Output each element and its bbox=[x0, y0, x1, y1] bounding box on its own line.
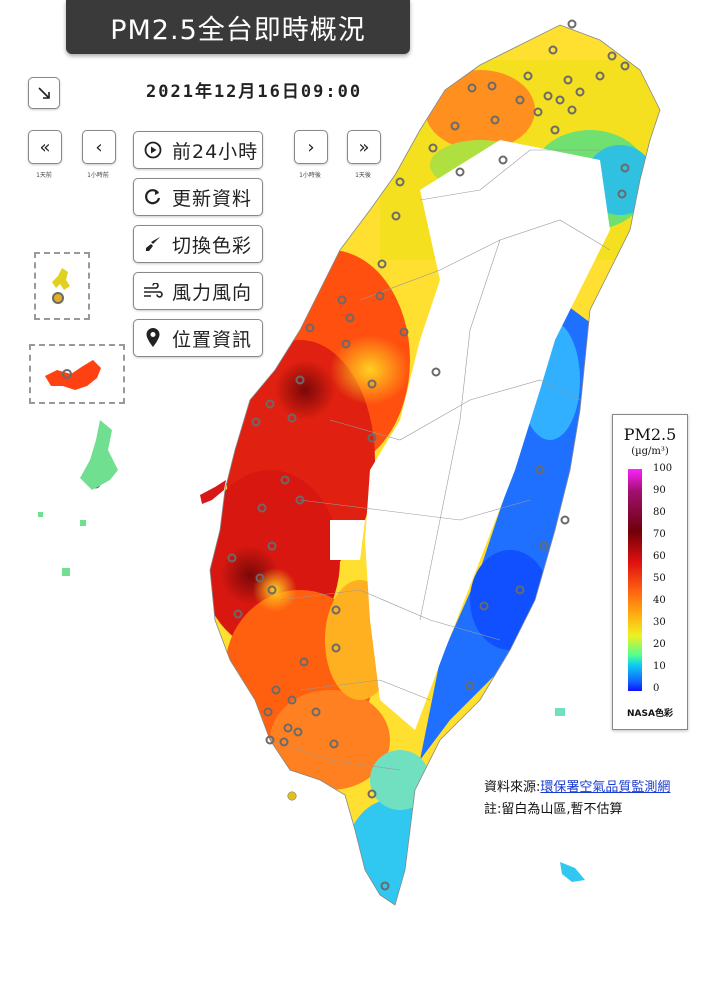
footnote: 註:留白為山區,暫不估算 bbox=[484, 802, 623, 817]
refresh-data-button[interactable]: 更新資料 bbox=[133, 178, 263, 216]
location-pin-icon bbox=[134, 328, 172, 348]
legend-tick: 90 bbox=[653, 485, 666, 496]
location-label: 位置資訊 bbox=[172, 328, 253, 351]
collapse-arrow-icon bbox=[38, 87, 50, 99]
pm25-legend: PM2.5 (µg/m³) 100 90 80 70 60 50 40 30 2… bbox=[612, 414, 688, 730]
legend-tick: 10 bbox=[653, 661, 666, 672]
collapse-button[interactable] bbox=[28, 77, 60, 109]
timestamp: 2021年12月16日09:00 bbox=[146, 82, 363, 102]
prev24h-button[interactable]: 前24小時 bbox=[133, 131, 263, 169]
legend-tick: 70 bbox=[653, 529, 666, 540]
day-back-caption: 1天前 bbox=[36, 172, 52, 179]
legend-tick: 60 bbox=[653, 551, 666, 562]
legend-tick: 100 bbox=[653, 463, 673, 474]
switch-color-label: 切換色彩 bbox=[172, 234, 253, 257]
day-forward-button[interactable]: » bbox=[347, 130, 381, 164]
data-source-link[interactable]: 環保署空氣品質監測網 bbox=[540, 780, 671, 795]
refresh-icon bbox=[134, 188, 172, 206]
data-source-prefix: 資料來源: bbox=[484, 780, 541, 795]
legend-title: PM2.5 bbox=[623, 425, 677, 444]
day-forward-caption: 1天後 bbox=[355, 172, 371, 179]
hour-forward-button[interactable]: › bbox=[294, 130, 328, 164]
legend-colorbar bbox=[628, 469, 642, 691]
legend-tick: 80 bbox=[653, 507, 666, 518]
chevron-left-icon: ‹ bbox=[95, 136, 103, 158]
play-circle-icon bbox=[134, 141, 172, 159]
legend-tick: 50 bbox=[653, 573, 666, 584]
legend-unit: (µg/m³) bbox=[631, 446, 669, 457]
day-back-button[interactable]: « bbox=[28, 130, 62, 164]
legend-tick: 20 bbox=[653, 639, 666, 650]
lienchiang-map bbox=[45, 360, 101, 390]
legend-tick: 40 bbox=[653, 595, 666, 606]
switch-color-button[interactable]: 切換色彩 bbox=[133, 225, 263, 263]
prev24h-label: 前24小時 bbox=[172, 140, 259, 163]
lienchiang-inset[interactable] bbox=[29, 344, 125, 404]
paint-brush-icon bbox=[134, 235, 172, 253]
hour-forward-caption: 1小時後 bbox=[299, 172, 321, 179]
kinmen-inset[interactable] bbox=[34, 252, 90, 320]
hour-back-button[interactable]: ‹ bbox=[82, 130, 116, 164]
wind-label: 風力風向 bbox=[172, 281, 253, 304]
kinmen-map bbox=[52, 268, 70, 304]
page-title: PM2.5全台即時概況 bbox=[66, 0, 410, 54]
hour-back-caption: 1小時前 bbox=[87, 172, 109, 179]
double-chevron-left-icon: « bbox=[39, 136, 51, 158]
refresh-data-label: 更新資料 bbox=[172, 187, 253, 210]
location-button[interactable]: 位置資訊 bbox=[133, 319, 263, 357]
wind-button[interactable]: 風力風向 bbox=[133, 272, 263, 310]
legend-footer: NASA色彩 bbox=[627, 709, 673, 719]
legend-tick: 0 bbox=[653, 683, 660, 694]
chevron-right-icon: › bbox=[307, 136, 315, 158]
legend-tick: 30 bbox=[653, 617, 666, 628]
wind-icon bbox=[134, 283, 172, 299]
data-source: 資料來源:環保署空氣品質監測網 bbox=[484, 776, 670, 795]
double-chevron-right-icon: » bbox=[358, 136, 370, 158]
